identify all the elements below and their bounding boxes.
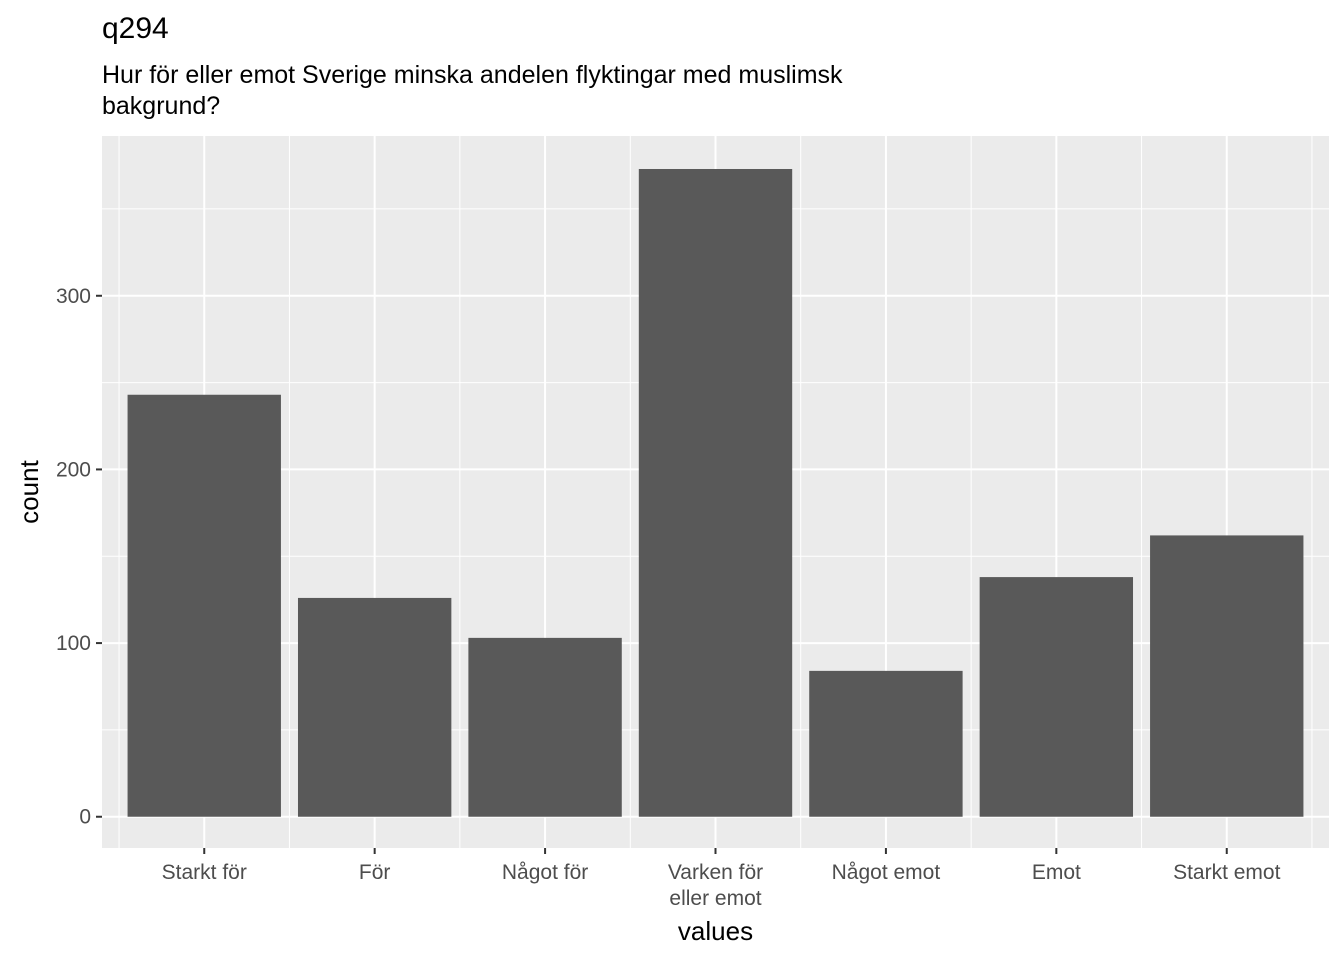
- x-tick-label: Något för: [502, 861, 588, 884]
- bar: [127, 394, 281, 817]
- x-tick-label: För: [359, 861, 391, 884]
- bar: [638, 168, 793, 817]
- y-tick-label: 300: [56, 285, 91, 308]
- bar: [979, 577, 1134, 817]
- bar: [1150, 535, 1304, 817]
- y-axis-title: count: [14, 459, 44, 523]
- chart-subtitle: Hur för eller emot Sverige minska andele…: [102, 61, 843, 120]
- x-tick-label: Starkt för: [162, 861, 247, 884]
- x-tick-label: Varken för eller emot: [668, 861, 763, 910]
- x-tick-label: Emot: [1032, 861, 1081, 884]
- x-tick-label: Starkt emot: [1173, 861, 1281, 884]
- chart-title: q294: [102, 12, 169, 45]
- y-tick-label: 100: [56, 632, 91, 655]
- bar: [468, 637, 622, 817]
- y-tick-label: 0: [79, 806, 91, 829]
- bar: [809, 670, 963, 817]
- bar: [297, 597, 452, 817]
- x-axis-title: values: [678, 916, 753, 946]
- y-tick-label: 200: [56, 458, 91, 481]
- x-tick-label: Något emot: [832, 861, 941, 884]
